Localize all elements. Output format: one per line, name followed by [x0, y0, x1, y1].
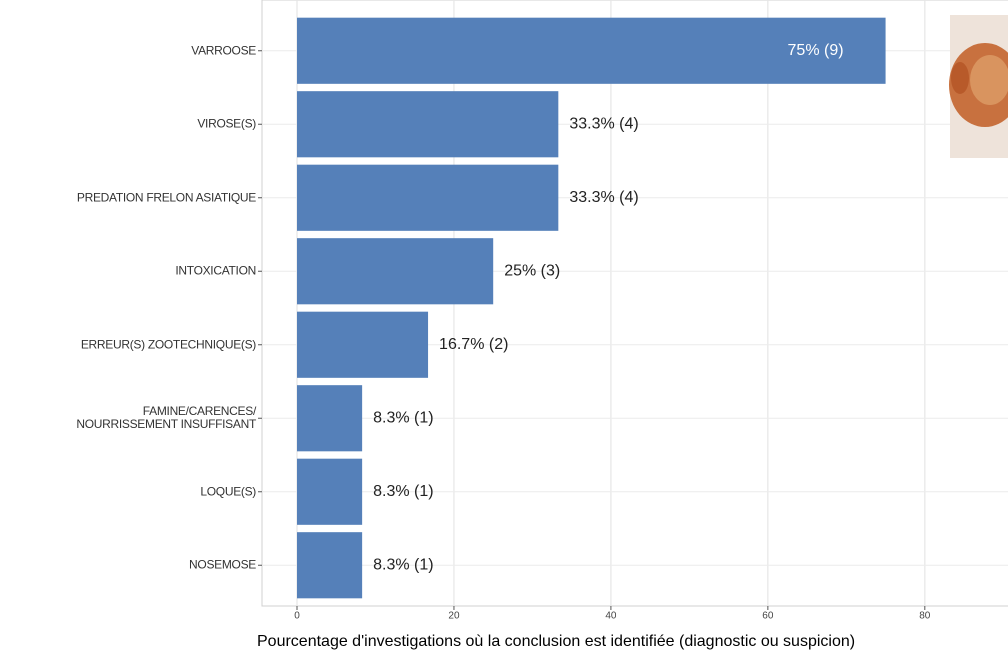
x-axis-title: Pourcentage d'investigations où la concl… — [257, 633, 855, 650]
bar — [297, 17, 886, 84]
value-label: 33.3% (4) — [569, 115, 638, 132]
x-tick-label: 40 — [605, 611, 617, 622]
value-label: 33.3% (4) — [569, 189, 638, 206]
x-tick-label: 80 — [919, 611, 931, 622]
y-tick-label: ERREUR(S) ZOOTECHNIQUE(S) — [80, 337, 256, 352]
y-tick-label: INTOXICATION — [175, 263, 256, 278]
value-label: 8.3% (1) — [373, 556, 433, 573]
x-tick-label: 60 — [762, 611, 774, 622]
bar — [297, 91, 559, 158]
x-tick-label: 0 — [294, 611, 300, 622]
value-label: 25% (3) — [504, 262, 560, 279]
y-tick-label: PREDATION FRELON ASIATIQUE — [76, 190, 256, 205]
x-tick-label: 20 — [448, 611, 460, 622]
y-tick-label: NOSEMOSE — [189, 557, 256, 572]
photo — [949, 15, 1008, 158]
y-tick-label: FAMINE/CARENCES/ NOURRISSEMENT INSUFFISA… — [76, 404, 256, 432]
value-label: 8.3% (1) — [373, 409, 433, 426]
y-tick-label: VIROSE(S) — [197, 116, 256, 131]
value-label: 16.7% (2) — [439, 336, 508, 353]
bar — [297, 238, 494, 305]
bar — [297, 385, 363, 452]
value-label: 75% (9) — [788, 42, 844, 59]
y-tick-label: VARROOSE — [191, 43, 256, 58]
value-label: 8.3% (1) — [373, 483, 433, 500]
y-tick-label: LOQUE(S) — [200, 484, 256, 499]
bar — [297, 311, 429, 378]
bar — [297, 164, 559, 231]
bar — [297, 458, 363, 525]
bar — [297, 532, 363, 599]
